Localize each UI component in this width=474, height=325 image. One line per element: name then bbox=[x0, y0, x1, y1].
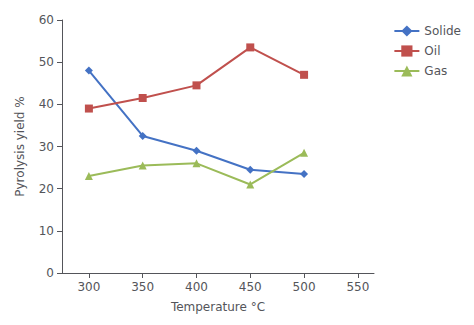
svg-text:550: 550 bbox=[346, 280, 369, 294]
svg-text:500: 500 bbox=[293, 280, 316, 294]
svg-text:Solide: Solide bbox=[424, 24, 461, 38]
svg-text:30: 30 bbox=[39, 140, 54, 154]
svg-text:20: 20 bbox=[39, 182, 54, 196]
svg-text:450: 450 bbox=[239, 280, 262, 294]
svg-text:40: 40 bbox=[39, 97, 54, 111]
svg-text:400: 400 bbox=[185, 280, 208, 294]
svg-text:60: 60 bbox=[39, 13, 54, 27]
svg-text:Pyrolysis yield %: Pyrolysis yield % bbox=[13, 96, 27, 196]
svg-text:300: 300 bbox=[77, 280, 100, 294]
svg-text:350: 350 bbox=[131, 280, 154, 294]
svg-text:0: 0 bbox=[46, 266, 54, 280]
svg-text:50: 50 bbox=[39, 55, 54, 69]
svg-text:Gas: Gas bbox=[424, 64, 447, 78]
svg-text:10: 10 bbox=[39, 224, 54, 238]
svg-text:Temperature °C: Temperature °C bbox=[170, 300, 265, 314]
svg-text:Oil: Oil bbox=[424, 44, 440, 58]
